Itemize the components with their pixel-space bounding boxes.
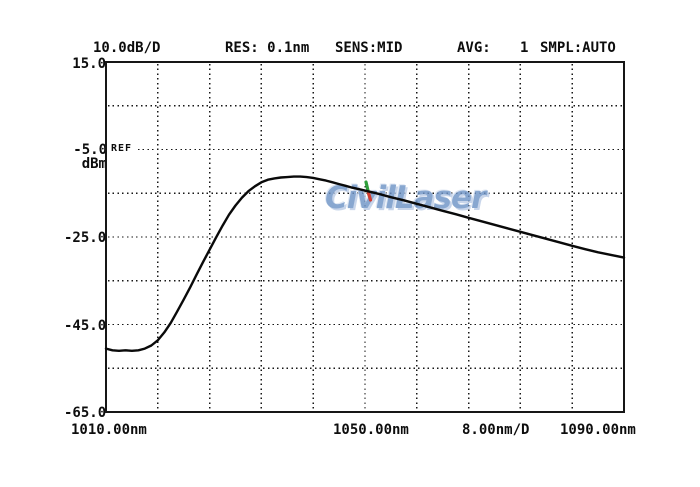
sensitivity-label: SENS:MID — [335, 40, 403, 56]
x-tick-1050: 1050.00nm — [333, 422, 409, 438]
scale-per-div-label: 10.0dB/D — [93, 40, 161, 56]
y-tick-minus5: -5.0 — [73, 142, 107, 158]
ref-level-label: REF — [110, 143, 134, 154]
x-span-per-div: 8.00nm/D — [462, 422, 530, 438]
resolution-label: RES: 0.1nm — [225, 40, 310, 56]
watermark: CivilLaser — [325, 180, 486, 216]
y-tick-minus25: -25.0 — [64, 230, 107, 246]
y-tick-minus65: -65.0 — [64, 405, 107, 421]
x-tick-1090: 1090.00nm — [560, 422, 636, 438]
avg-value: 1 — [520, 40, 529, 56]
y-unit-dbm: dBm — [81, 156, 107, 172]
avg-label: AVG: — [457, 40, 491, 56]
y-tick-minus45: -45.0 — [64, 318, 107, 334]
watermark-check-icon — [364, 180, 373, 202]
y-tick-15: 15.0 — [72, 56, 106, 72]
sampling-label: SMPL:AUTO — [540, 40, 616, 56]
x-tick-1010: 1010.00nm — [71, 422, 147, 438]
